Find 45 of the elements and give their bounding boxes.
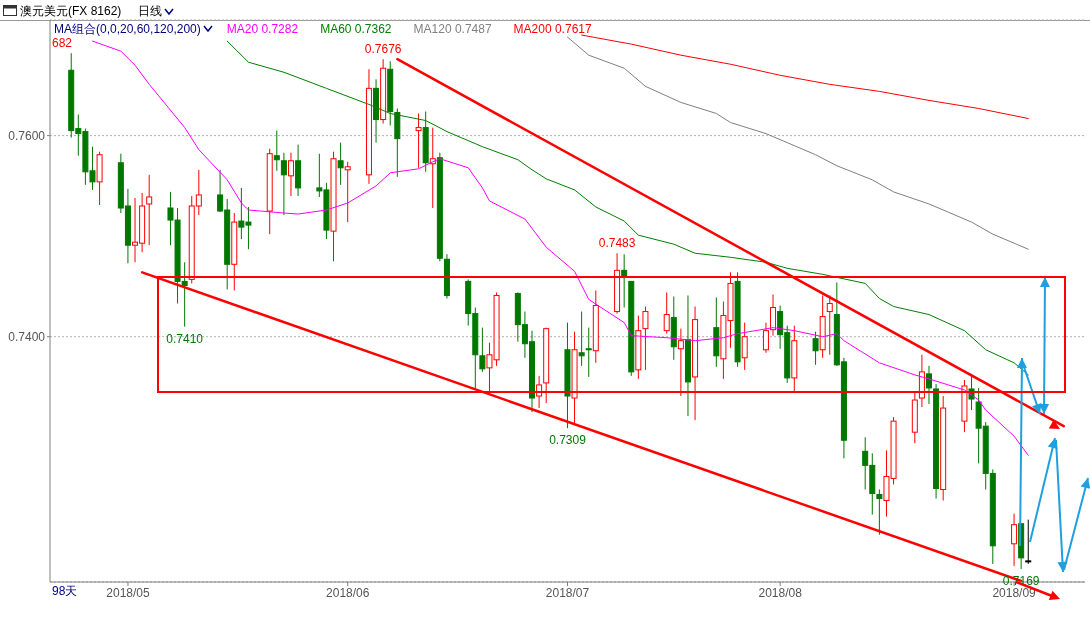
chart-subtitle: 日线 (138, 3, 162, 20)
candlestick (663, 291, 670, 335)
candlestick (287, 152, 294, 197)
annotation: 0.7410 (166, 331, 204, 346)
candlestick (642, 306, 649, 371)
x-tick-label: 2018/05 (106, 585, 150, 600)
candlestick (479, 327, 486, 373)
candlestick (415, 113, 422, 169)
x-tick-label: 2018/06 (326, 585, 370, 600)
candlestick (826, 294, 833, 356)
line-series (92, 40, 1029, 456)
candlestick (585, 327, 592, 378)
candlestick (273, 130, 280, 172)
candlestick (677, 328, 684, 397)
candlestick (812, 331, 819, 366)
annotation: 0.7676 (364, 42, 402, 57)
legend-title: MA组合(0,0,20,60,120,200) (54, 20, 201, 38)
candlestick (280, 152, 287, 216)
text: MA20 0.7282 (226, 22, 299, 36)
candlestick (1011, 513, 1018, 567)
text: MA120 0.7487 (413, 22, 492, 36)
x-tick-label: 2018/08 (758, 585, 803, 600)
candlestick (578, 311, 585, 367)
candlestick (344, 161, 351, 223)
line-series (581, 34, 1029, 120)
text: 98天 (52, 583, 78, 600)
series-label: MA200 0.7617 (513, 22, 592, 36)
y-tick-label: 0.7600 (8, 128, 46, 143)
x-tick-label: 2018/07 (545, 585, 590, 600)
annotation: 0.7309 (549, 433, 587, 448)
candlestick (876, 489, 883, 536)
line-series (567, 36, 1029, 250)
chart-title: 澳元美元(FX 8162) (20, 3, 122, 20)
candlestick (770, 293, 777, 337)
candlestick (741, 322, 748, 371)
line-series (226, 40, 1029, 376)
candlestick (1025, 519, 1032, 565)
candlestick (146, 174, 153, 246)
annotation: 682 (52, 36, 73, 51)
text: MA60 0.7362 (320, 22, 392, 36)
y-tick-label: 0.7400 (8, 329, 46, 344)
candlestick (762, 322, 769, 354)
x-tick-label: 2018/09 (992, 585, 1037, 600)
candlestick (337, 142, 344, 186)
annotation: 0.7483 (598, 236, 636, 251)
